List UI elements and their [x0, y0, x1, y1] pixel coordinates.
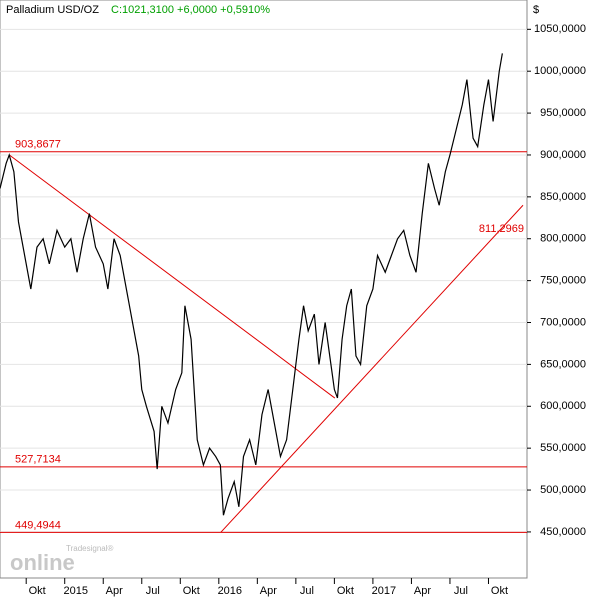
x-tick-label: Okt [183, 585, 200, 597]
logo-top: Tradesignal® [66, 544, 114, 553]
horizontal-line-label: 527,7134 [15, 454, 61, 466]
trend-line [9, 154, 336, 399]
horizontal-line-label: 903,8677 [15, 139, 61, 151]
price-line [0, 53, 503, 516]
chart-title: Palladium USD/OZ [6, 4, 99, 16]
y-tick-label: 800,0000 [540, 233, 586, 245]
horizontal-line-label: 449,4944 [15, 519, 61, 531]
x-tick-label: Okt [491, 585, 508, 597]
x-tick-label: 2017 [372, 585, 396, 597]
y-tick-label: 650,0000 [540, 358, 586, 370]
trend-line [220, 204, 524, 533]
y-unit: $ [533, 4, 539, 16]
y-tick-label: 550,0000 [540, 442, 586, 454]
y-tick-label: 1050,0000 [534, 23, 586, 35]
trend-line-label: 811,2969 [479, 223, 524, 235]
y-tick-label: 500,0000 [540, 484, 586, 496]
x-tick-label: Apr [414, 585, 431, 597]
x-tick-label: 2015 [63, 585, 87, 597]
y-tick-label: 750,0000 [540, 275, 586, 287]
y-tick-label: 450,0000 [540, 526, 586, 538]
x-tick-label: Jul [146, 585, 160, 597]
x-tick-label: Okt [337, 585, 354, 597]
y-tick-label: 1000,0000 [534, 65, 586, 77]
y-tick-label: 600,0000 [540, 400, 586, 412]
x-tick-label: Apr [260, 585, 277, 597]
y-tick-label: 950,0000 [540, 107, 586, 119]
logo: online [10, 550, 75, 575]
plot-area [0, 0, 528, 579]
x-tick-label: Jul [300, 585, 314, 597]
x-tick-label: 2016 [218, 585, 242, 597]
x-tick-label: Okt [29, 585, 46, 597]
x-tick-label: Jul [454, 585, 468, 597]
x-tick-label: Apr [106, 585, 123, 597]
chart-subtitle: C:1021,3100 +6,0000 +0,5910% [111, 4, 270, 16]
y-tick-label: 850,0000 [540, 191, 586, 203]
y-tick-label: 700,0000 [540, 316, 586, 328]
y-tick-label: 900,0000 [540, 149, 586, 161]
